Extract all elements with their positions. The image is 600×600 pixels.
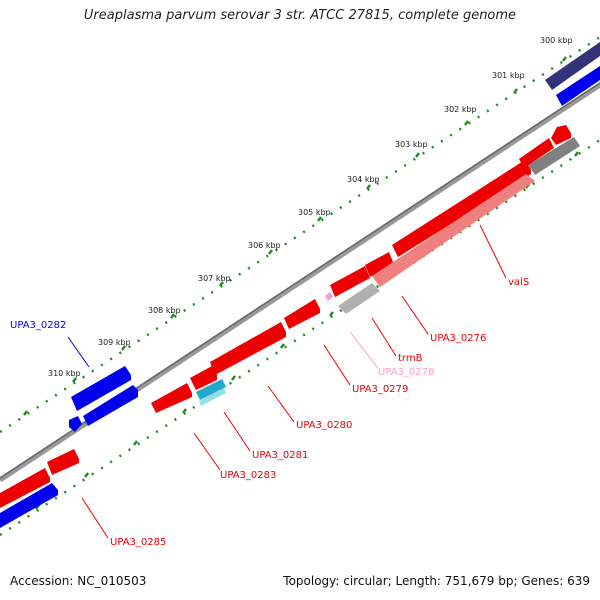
gene-dark-blue-topright[interactable] [545,42,600,90]
outer-ruler-track [0,35,600,434]
gene-trna-cyan[interactable] [196,379,226,400]
gene-trmB[interactable] [330,266,370,297]
gene-trna-cyan-shade [199,388,226,406]
inner-ruler-track [0,138,600,537]
gene-upa3-0285[interactable] [0,468,50,508]
accession-text: Accession: NC_010503 [10,574,147,588]
genome-summary-text: Topology: circular; Length: 751,679 bp; … [283,574,590,588]
gene-label-upa3-0276[interactable]: UPA3_0276 [430,333,486,344]
gene-label-upa3-0280[interactable]: UPA3_0280 [296,420,352,431]
tick-label-310: 310 kbp [48,369,81,378]
feature-faded-red [372,174,535,287]
tick-label-304: 304 kbp [347,175,380,184]
gene-upa3-0279[interactable] [284,299,320,329]
gene-label-trmb[interactable]: trmB [398,353,423,364]
gene-label-upa3-0285[interactable]: UPA3_0285 [110,537,166,548]
gene-blue-small[interactable] [69,416,82,432]
tick-label-309: 309 kbp [98,338,131,347]
tick-label-303: 303 kbp [395,140,428,149]
leader-upa3-0283 [193,432,221,471]
gene-red-2[interactable] [519,138,554,168]
tick-label-308: 308 kbp [148,306,181,315]
leader-trmb [371,317,397,357]
gene-label-upa3-0281[interactable]: UPA3_0281 [252,450,308,461]
gene-blue-topright[interactable] [556,66,600,106]
gene-upa3-0276[interactable] [365,252,393,277]
gene-blue-lower[interactable] [83,385,138,426]
gene-upa3-0283[interactable] [151,383,192,413]
feature-grey-dark [528,137,580,175]
gene-blue-bottomleft[interactable] [0,483,58,528]
gene-red-bottom-1[interactable] [47,449,79,475]
leader-upa3-0279 [323,344,351,386]
outer-major-ticks [23,56,567,416]
tick-label-300: 300 kbp [540,36,573,45]
leader-vals [479,224,507,279]
leader-upa3-0282 [67,336,90,368]
gene-label-upa3-0282[interactable]: UPA3_0282 [10,320,66,331]
tick-label-305: 305 kbp [298,208,331,217]
map-title: Ureaplasma parvum serovar 3 str. ATCC 27… [83,8,517,23]
leader-upa3-0278 [349,331,379,369]
gene-red-topright[interactable] [551,125,571,145]
gene-upa3-0278[interactable] [325,292,333,301]
gene-upa3-0282-upper[interactable] [71,366,131,411]
tick-label-302: 302 kbp [444,105,477,114]
gene-label-upa3-0278[interactable]: UPA3_0278 [378,367,434,378]
leader-upa3-0281 [223,411,251,452]
gene-label-vals[interactable]: valS [508,277,529,288]
leader-upa3-0285 [81,497,109,539]
gene-label-upa3-0283[interactable]: UPA3_0283 [220,470,276,481]
gene-valS[interactable] [392,160,531,257]
feature-grey-light [338,283,380,314]
tick-label-301: 301 kbp [492,71,525,80]
leader-upa3-0280 [267,385,295,423]
gene-upa3-0280[interactable] [210,322,286,375]
leader-upa3-0276 [401,295,429,335]
gene-upa3-0281-red[interactable] [190,366,217,390]
tick-label-306: 306 kbp [248,241,281,250]
gene-label-upa3-0279[interactable]: UPA3_0279 [352,384,408,395]
tick-label-307: 307 kbp [198,274,231,283]
